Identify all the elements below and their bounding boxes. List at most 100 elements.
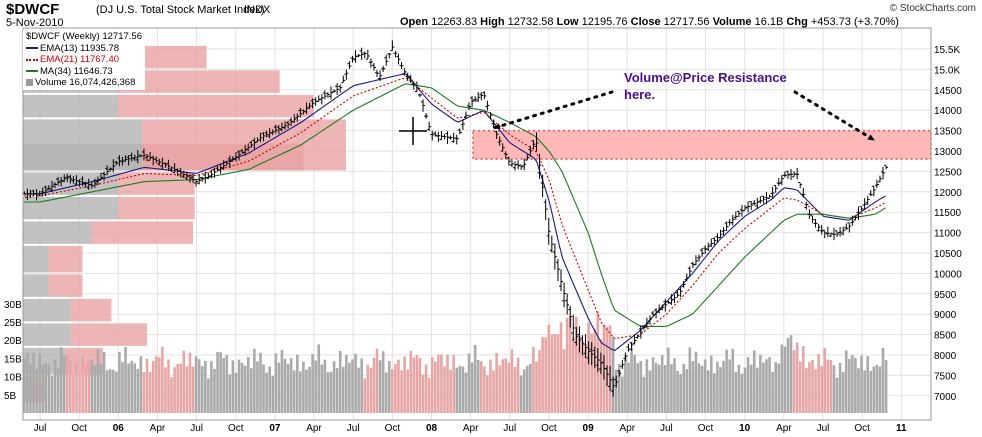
price-bar: [378, 70, 383, 82]
volume-bar: [544, 337, 547, 413]
price-bar: [102, 171, 107, 181]
volume-bar: [446, 354, 449, 413]
volume-bar: [811, 359, 814, 413]
volume-bar: [363, 378, 367, 413]
price-tick-label: 12000: [934, 188, 962, 199]
price-bar: [295, 113, 300, 122]
price-bar: [375, 69, 380, 78]
volume-bar: [145, 358, 149, 413]
price-bar: [684, 273, 689, 282]
volume-bar: [755, 367, 759, 413]
volume-bar: [191, 366, 195, 413]
volume-bar: [473, 344, 477, 413]
volume-bar: [139, 356, 143, 413]
volume-bar: [510, 349, 514, 413]
price-bar: [476, 91, 481, 102]
volume-bar: [878, 366, 882, 413]
price-bar: [356, 53, 361, 58]
price-bar: [83, 181, 88, 188]
symbol-title: $DWCF: [6, 1, 60, 18]
axes: 7000 7500 8000 8500 9000 9500 10000 10500 11000 1…: [4, 27, 962, 434]
price-bar: [135, 150, 140, 164]
volume-bar: [124, 346, 127, 413]
price-bar: [755, 197, 760, 209]
volume-bar: [525, 365, 529, 413]
volume-bar: [550, 334, 554, 413]
volume-tick-label: 20B: [4, 336, 22, 347]
volume-bar: [486, 375, 489, 413]
volume-bar: [372, 357, 376, 413]
price-bar: [166, 159, 171, 171]
ema21-line: [24, 77, 886, 340]
volume-bar: [259, 352, 262, 413]
price-bar: [49, 180, 54, 192]
volume-bar: [817, 354, 820, 413]
vbp-bar-down: [23, 94, 119, 118]
price-bar: [34, 189, 39, 201]
price-bar: [516, 160, 521, 170]
volume-bar: [354, 353, 357, 413]
price-tick-label: 8500: [934, 331, 957, 342]
price-bar: [393, 50, 398, 58]
volume-bar: [437, 354, 440, 413]
volume-bar: [23, 357, 26, 413]
volume-bar: [703, 359, 707, 413]
vbp-bar-up: [91, 221, 193, 244]
price-bar: [592, 346, 597, 369]
price-bar: [632, 334, 637, 345]
volume-bar: [44, 363, 48, 413]
volume-bar: [452, 354, 455, 413]
volume-tick-label: 25B: [4, 318, 22, 329]
volume-bar: [164, 367, 167, 413]
price-bar: [322, 90, 327, 100]
volume-bar: [743, 367, 747, 413]
volume-bar: [133, 363, 137, 413]
price-bar: [414, 81, 419, 93]
price-bar: [574, 326, 579, 346]
price-bar: [773, 184, 778, 193]
volume-bar: [167, 359, 170, 413]
price-bar: [264, 130, 269, 138]
volume-bar: [305, 369, 308, 413]
volume-bar: [41, 364, 45, 413]
volume-bar: [418, 357, 422, 413]
volume-bar: [522, 369, 526, 413]
volume-bar: [421, 374, 425, 413]
x-tick-label: Jul: [347, 423, 360, 434]
volume-bar: [127, 363, 130, 413]
price-bar: [28, 189, 33, 199]
volume-bar: [590, 333, 593, 413]
price-bar: [764, 192, 769, 205]
volume-bar: [176, 363, 179, 413]
volume-bar: [673, 358, 676, 413]
volume-bar: [670, 364, 673, 413]
price-bar: [859, 206, 864, 211]
price-bar: [568, 305, 573, 328]
price-bar: [316, 95, 321, 102]
price-bar: [442, 133, 447, 140]
volume-bar: [78, 374, 81, 413]
volume-bar: [105, 370, 109, 413]
price-bar: [534, 132, 539, 152]
volume-bar: [694, 351, 698, 413]
x-tick-label: Jul: [817, 423, 830, 434]
volume-bar: [483, 366, 486, 413]
volume-bar: [326, 372, 330, 413]
price-bar: [657, 304, 662, 314]
price-bar: [43, 185, 48, 196]
vbp-bar-up: [118, 70, 280, 93]
volume-bar: [219, 352, 222, 413]
credit-link[interactable]: © StockCharts.com: [889, 3, 976, 14]
price-bar: [292, 114, 297, 123]
volume-bar: [38, 354, 41, 413]
volume-bar: [765, 359, 768, 413]
volume-bar: [562, 349, 566, 413]
price-bar: [605, 365, 610, 387]
price-bar: [831, 227, 836, 241]
price-bar: [368, 58, 373, 68]
price-bar: [261, 131, 266, 142]
volume-bar: [709, 355, 713, 413]
volume-bar: [728, 359, 731, 413]
volume-bars: [23, 311, 888, 413]
price-bar: [804, 201, 809, 210]
